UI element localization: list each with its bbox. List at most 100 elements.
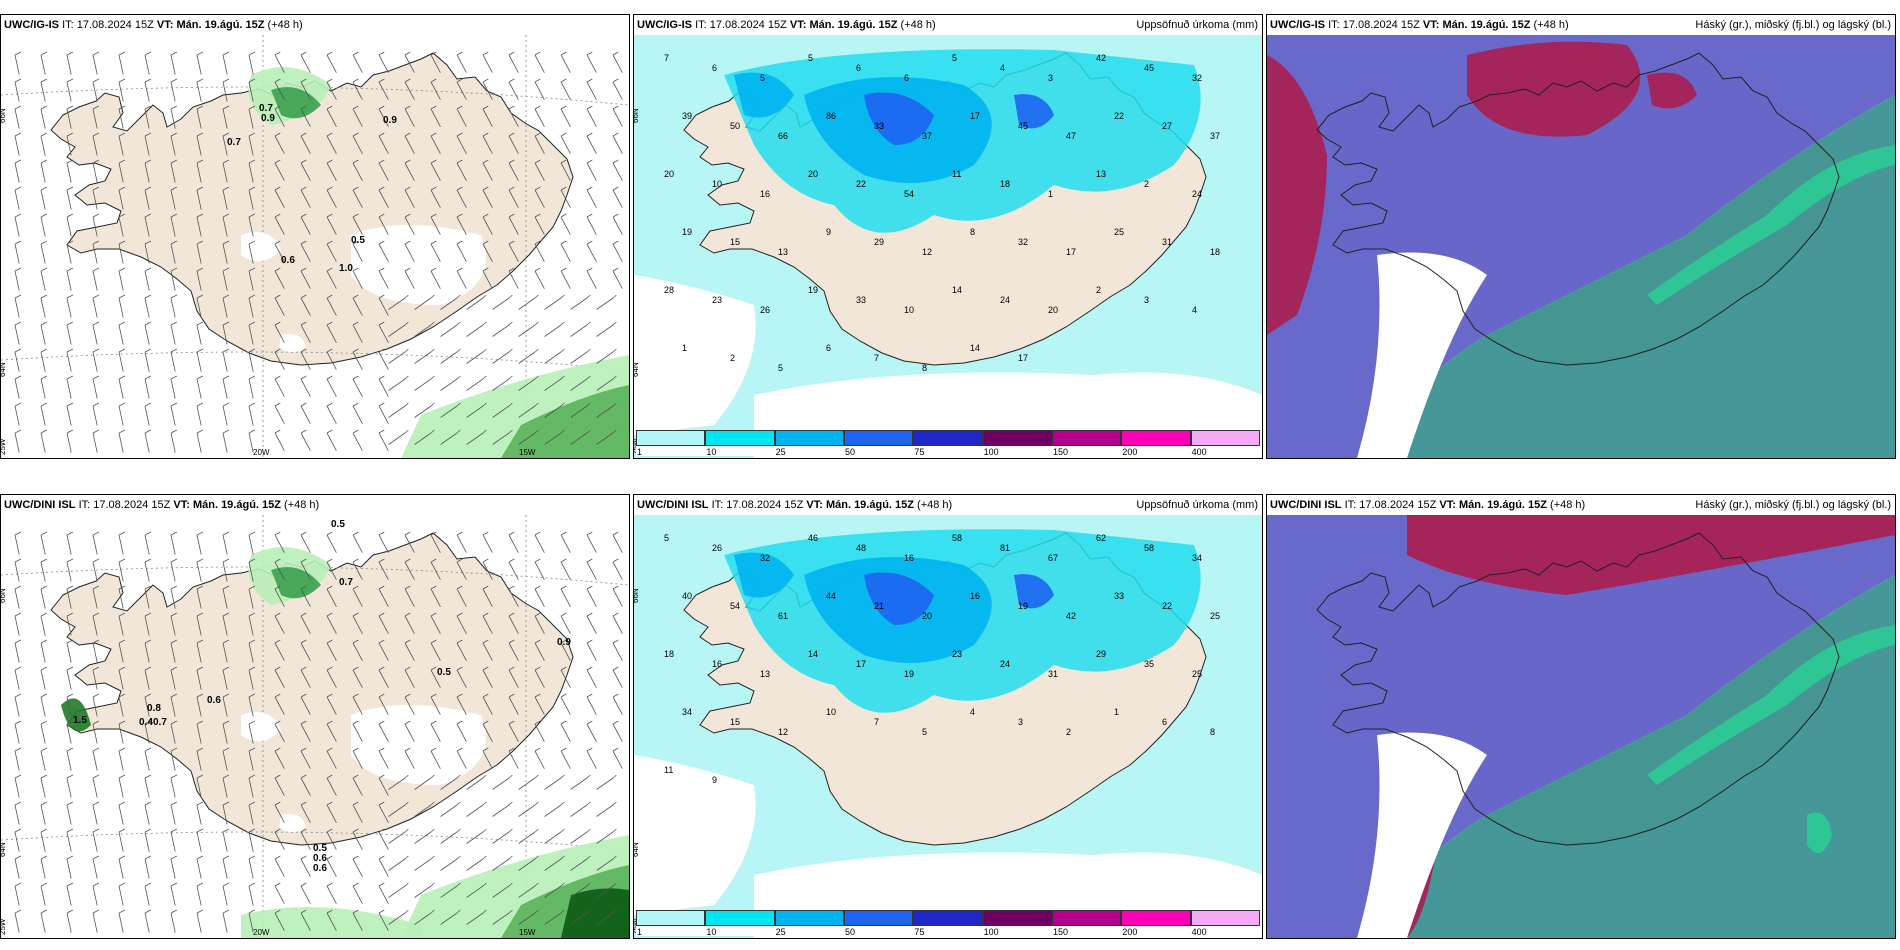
wind-barb (570, 294, 591, 310)
wind-barb (66, 666, 74, 690)
panel-title: UWC/IG-IS IT: 17.08.2024 15Z VT: Mán. 19… (634, 15, 1262, 35)
wind-barb (612, 612, 623, 634)
wind-barb (326, 213, 337, 235)
precip-value-label: 44 (826, 591, 836, 601)
wind-barb (170, 132, 178, 156)
wind-barb (196, 855, 204, 879)
wind-barb (482, 558, 493, 580)
wind-barb (430, 267, 441, 289)
wind-barb (274, 747, 285, 769)
wind-barb (14, 747, 22, 771)
precip-value-label: 17 (1066, 247, 1076, 257)
wind-barb (414, 348, 435, 364)
wind-barb (40, 294, 48, 318)
precip-value-label: 25 (1114, 227, 1124, 237)
wind-barb (352, 348, 363, 370)
wind-barb (596, 882, 617, 898)
wind-barb (534, 666, 545, 688)
wind-barb (92, 132, 100, 156)
wind-barb (586, 240, 597, 262)
cloud-band (1807, 812, 1832, 853)
wind-barb (92, 348, 100, 372)
wind-barb (586, 186, 597, 208)
wind-barb (300, 585, 311, 607)
wind-barb (508, 51, 519, 73)
lon-label: 15W (519, 928, 536, 937)
wind-barb (222, 159, 230, 183)
wind-barb (14, 294, 22, 318)
precip-value-label: 26 (760, 305, 770, 315)
precip-value-label: 21 (874, 601, 884, 611)
lat-label: 64N (634, 842, 640, 857)
precip-value-label: 20 (922, 611, 932, 621)
legend-swatch (844, 430, 914, 446)
wind-barb (508, 159, 519, 181)
legend-tick-label: 10 (706, 447, 717, 457)
precip-legend: 1 10 25 50 75 100 150 200 400 (636, 430, 1260, 457)
legend-swatch (636, 910, 706, 926)
panel-title: UWC/DINI ISL IT: 17.08.2024 15Z VT: Mán.… (634, 495, 1262, 515)
wind-barb (388, 402, 409, 418)
wind-barb (378, 666, 389, 688)
wind-barb (300, 321, 311, 343)
wind-barb (196, 774, 204, 798)
wind-value-label: 0.7 (339, 577, 353, 588)
legend-tick-label: 200 (1122, 447, 1138, 457)
wind-barb (508, 693, 519, 715)
wind-barb (378, 51, 389, 73)
precip-value-label: 6 (826, 343, 831, 353)
wind-barb (14, 186, 22, 210)
wind-barb (586, 693, 597, 715)
wind-barb (248, 666, 256, 690)
precip-value-label: 8 (1210, 727, 1215, 737)
wind-barb (352, 51, 363, 73)
wind-barb (118, 321, 126, 345)
wind-barb (518, 855, 539, 871)
wind-barb (14, 375, 22, 399)
green-area (501, 385, 629, 458)
wind-barb (14, 213, 22, 237)
legend-swatch (1190, 910, 1260, 926)
legend-tick-label: 10 (706, 927, 717, 937)
wind-barb (92, 240, 100, 264)
wind-barb (118, 801, 126, 825)
high-cloud (1407, 515, 1895, 595)
wind-barb (326, 240, 337, 262)
wind-barb (326, 828, 337, 850)
panel-ig-precip: UWC/IG-IS IT: 17.08.2024 15Z VT: Mán. 19… (633, 14, 1263, 459)
wind-barb (352, 429, 363, 451)
wind-barb (248, 747, 256, 771)
precip-value-label: 12 (922, 247, 932, 257)
wind-barb (144, 159, 152, 183)
wind-barb (118, 105, 126, 129)
wind-barb (534, 639, 545, 661)
wind-barb (144, 294, 152, 318)
wind-barb (456, 747, 467, 769)
precip-value-label: 58 (952, 533, 962, 543)
wind-barb (144, 774, 152, 798)
wind-barb (170, 78, 178, 102)
precip-value-label: 7 (664, 53, 669, 63)
wind-barb (612, 51, 623, 73)
lat-label: 66N (1, 588, 7, 603)
wind-barb (92, 294, 100, 318)
wind-barb (118, 78, 126, 102)
wind-barb (300, 105, 311, 127)
precip-area (864, 92, 934, 145)
wind-barb (534, 531, 545, 553)
wind-barb (196, 693, 204, 717)
wind-barb (222, 747, 230, 771)
precip-value-label: 5 (664, 533, 669, 543)
wind-barb (40, 348, 48, 372)
wind-barb (222, 321, 230, 345)
wind-barb (40, 159, 48, 183)
panel-dini-precip: UWC/DINI ISL IT: 17.08.2024 15Z VT: Mán.… (633, 494, 1263, 939)
wind-barb (274, 240, 285, 262)
wind-value-label: 0.6 (313, 853, 327, 864)
wind-barb (170, 294, 178, 318)
wind-barb (612, 159, 623, 181)
wind-barb (14, 882, 22, 906)
wind-barb (248, 132, 256, 156)
wind-value-label: 0.9 (261, 113, 275, 124)
precip-value-label: 10 (712, 179, 722, 189)
